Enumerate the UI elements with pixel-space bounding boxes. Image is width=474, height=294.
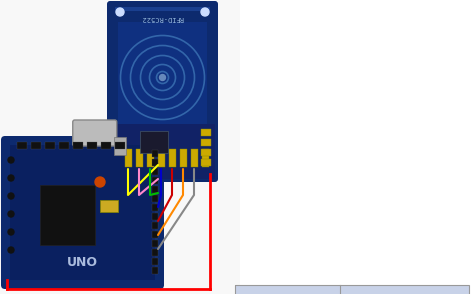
Bar [59, 142, 69, 149]
Bar [110, 124, 215, 179]
Bar [152, 195, 158, 202]
Circle shape [8, 157, 14, 163]
Bar [73, 142, 83, 149]
Bar [201, 159, 211, 166]
Bar [152, 249, 158, 256]
Bar [152, 240, 158, 247]
Bar [201, 149, 211, 156]
Bar [152, 213, 158, 220]
Bar [180, 149, 187, 167]
Bar [115, 7, 210, 11]
Bar [40, 185, 95, 245]
Bar [201, 129, 211, 136]
Bar [152, 204, 158, 211]
Bar [201, 139, 211, 146]
Bar [101, 142, 111, 149]
FancyBboxPatch shape [1, 136, 164, 289]
Bar [152, 177, 158, 184]
Bar [152, 159, 158, 166]
Bar [140, 131, 168, 153]
Circle shape [201, 8, 209, 16]
Text: RFID-RC522: RFID-RC522 [141, 15, 184, 21]
Bar [10, 145, 155, 280]
Bar [45, 142, 55, 149]
Circle shape [116, 8, 124, 16]
Bar [17, 142, 27, 149]
Bar [118, 22, 207, 123]
Bar [31, 142, 41, 149]
Circle shape [8, 211, 14, 217]
Bar [136, 149, 143, 167]
Bar [115, 142, 125, 149]
Bar [235, 285, 469, 294]
Bar [202, 149, 209, 167]
Bar [100, 200, 118, 212]
Text: UNO: UNO [67, 256, 98, 270]
Circle shape [8, 175, 14, 181]
Bar [152, 168, 158, 175]
Bar [152, 267, 158, 274]
Circle shape [8, 193, 14, 199]
FancyBboxPatch shape [107, 1, 218, 182]
Bar [191, 149, 198, 167]
Bar [169, 149, 176, 167]
Bar [152, 150, 158, 157]
Bar [87, 142, 97, 149]
Bar [152, 222, 158, 229]
Circle shape [8, 229, 14, 235]
Circle shape [159, 74, 165, 81]
Bar [235, 285, 469, 294]
Bar [158, 149, 165, 167]
Bar [147, 149, 154, 167]
Bar [125, 149, 132, 167]
Bar [152, 258, 158, 265]
Bar [0, 0, 240, 294]
FancyBboxPatch shape [73, 120, 117, 146]
Circle shape [8, 247, 14, 253]
Bar [114, 137, 126, 155]
Bar [152, 231, 158, 238]
Circle shape [95, 177, 105, 187]
Bar [152, 186, 158, 193]
